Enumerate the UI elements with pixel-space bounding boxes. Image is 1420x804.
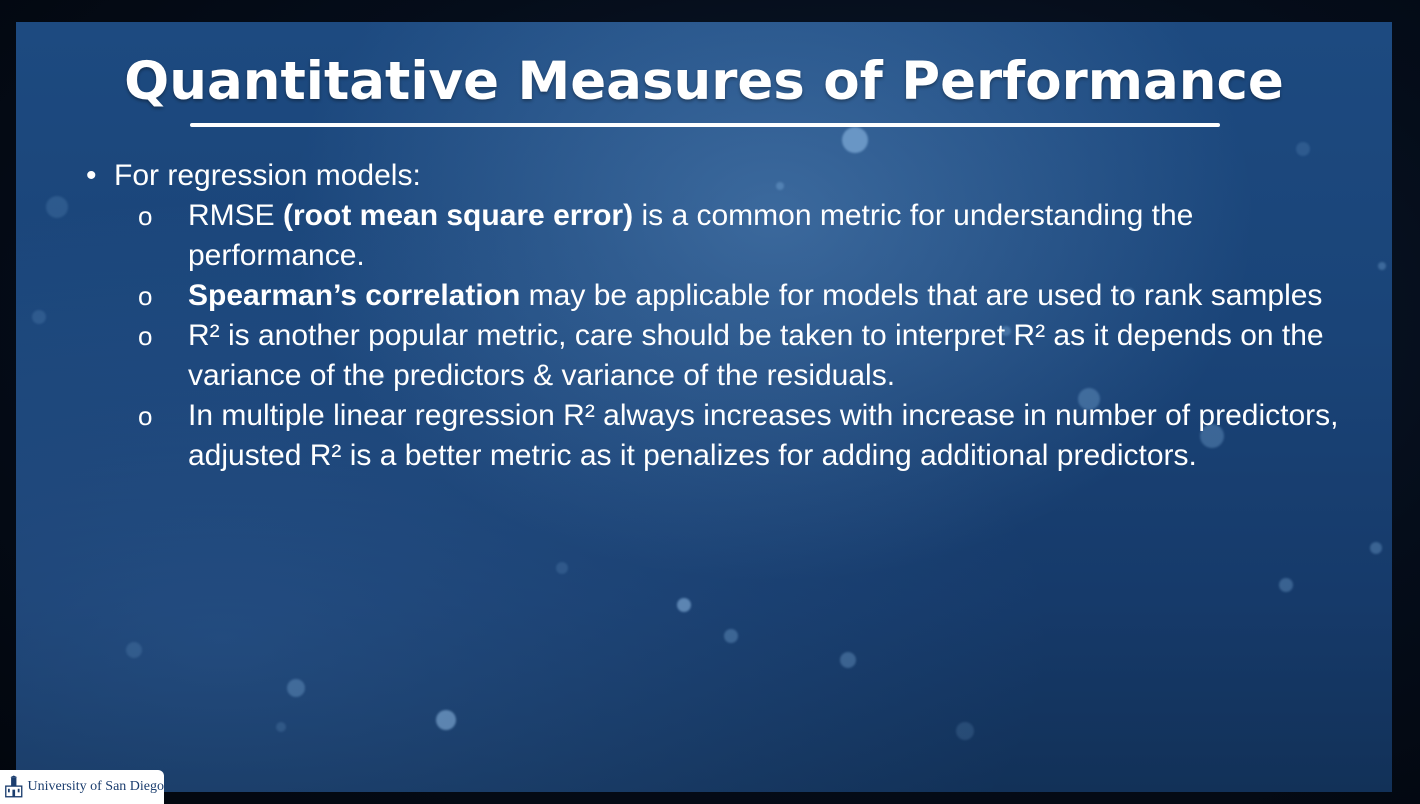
bokeh-decoration	[840, 652, 856, 668]
sub-bullet-bold-text: (root mean square error)	[283, 199, 634, 232]
title-underline	[190, 123, 1220, 127]
bokeh-decoration	[1124, 288, 1134, 298]
bokeh-decoration	[46, 196, 68, 218]
sub-bullet-list: o RMSE (root mean square error) is a com…	[86, 196, 1346, 476]
sub-bullet-adjusted-r-squared: o In multiple linear regression R² alway…	[86, 396, 1346, 476]
sub-bullet-text: In multiple linear regression R² always …	[188, 399, 1339, 472]
bullet-label: For regression models:	[114, 159, 421, 192]
bokeh-decoration	[1296, 142, 1310, 156]
bokeh-decoration	[276, 722, 286, 732]
university-tower-icon	[5, 775, 23, 798]
bokeh-decoration	[1370, 542, 1382, 554]
sub-bullet-marker: o	[138, 401, 153, 431]
bokeh-decoration	[556, 562, 568, 574]
sub-bullet-text: may be applicable for models that are us…	[520, 279, 1323, 312]
sub-bullet-text: RMSE	[188, 199, 284, 232]
logo-text: University of San Diego	[27, 779, 164, 794]
sub-bullet-text: is a common metric for understanding the…	[188, 199, 1194, 272]
sub-bullet-rmse: o RMSE (root mean square error) is a com…	[86, 196, 1346, 276]
bokeh-decoration	[1001, 326, 1011, 336]
bokeh-decoration	[1078, 388, 1100, 410]
bokeh-decoration	[32, 310, 46, 324]
bokeh-decoration	[287, 679, 305, 697]
sub-bullet-marker: o	[138, 281, 153, 311]
bokeh-decoration	[1378, 262, 1386, 270]
bokeh-decoration	[376, 372, 384, 380]
bokeh-decoration	[677, 598, 691, 612]
sub-bullet-marker: o	[138, 321, 153, 351]
sub-bullet-r-squared: o R² is another popular metric, care sho…	[86, 316, 1346, 396]
sub-bullet-marker: o	[138, 201, 153, 231]
university-logo: University of San Diego	[0, 770, 164, 804]
slide-content: • For regression models: o RMSE (root me…	[86, 156, 1346, 476]
bokeh-decoration	[1200, 424, 1224, 448]
sub-bullet-bold-text: Spearman’s correlation	[188, 279, 521, 312]
bokeh-decoration	[1279, 578, 1293, 592]
bokeh-decoration	[126, 642, 142, 658]
sub-bullet-spearman: o Spearman’s correlation may be applicab…	[86, 276, 1346, 316]
bokeh-decoration	[842, 127, 868, 153]
bokeh-decoration	[956, 722, 974, 740]
bokeh-decoration	[436, 710, 456, 730]
sub-bullet-text: R² is another popular metric, care shoul…	[188, 319, 1324, 392]
slide: Quantitative Measures of Performance • F…	[16, 22, 1392, 792]
bullet-item: • For regression models:	[86, 156, 1346, 196]
bokeh-decoration	[776, 182, 784, 190]
bokeh-decoration	[724, 629, 738, 643]
bullet-marker: •	[86, 159, 97, 192]
slide-title: Quantitative Measures of Performance	[124, 51, 1284, 112]
